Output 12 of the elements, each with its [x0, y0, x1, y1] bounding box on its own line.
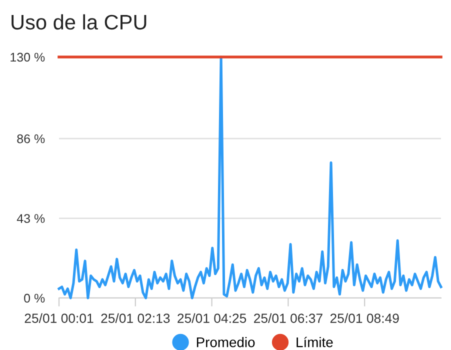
legend-label: Promedio	[196, 337, 255, 348]
legend-label: Límite	[296, 336, 333, 348]
y-tick-label: 0 %	[24, 294, 45, 303]
y-tick-label: 43 %	[16, 214, 45, 223]
x-tick-label: 25/01 02:13	[101, 313, 170, 323]
y-tick-label: 86 %	[17, 134, 45, 144]
x-tick-label: 25/01 08:49	[330, 313, 399, 323]
y-tick-label: 130 %	[10, 52, 45, 62]
x-tick-label: 25/01 00:01	[24, 313, 94, 323]
x-tick-label: 25/01 04:25	[178, 313, 246, 323]
chart-title: Uso de la CPU	[12, 14, 146, 30]
x-tick-label: 25/01 06:37	[254, 313, 322, 323]
